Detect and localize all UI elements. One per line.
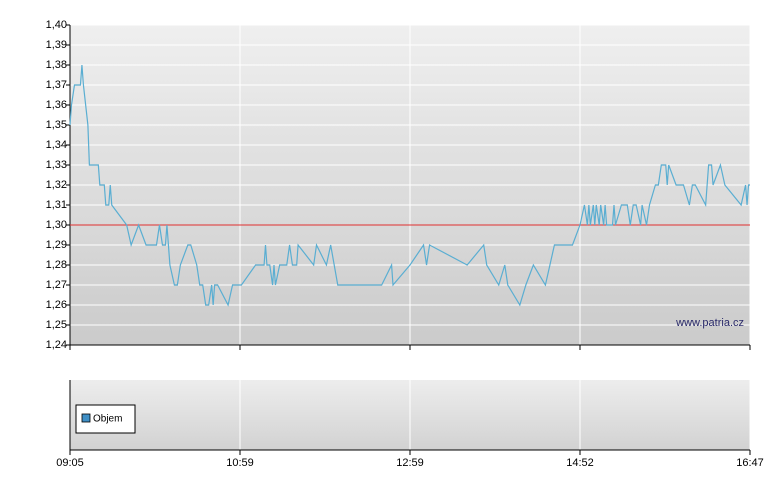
y-tick-label: 1,30 bbox=[46, 219, 67, 231]
x-tick-label: 12:59 bbox=[396, 457, 424, 469]
y-tick-label: 1,32 bbox=[46, 179, 67, 191]
y-tick-label: 1,38 bbox=[46, 59, 67, 71]
y-tick-label: 1,25 bbox=[46, 319, 67, 331]
y-tick-label: 1,35 bbox=[46, 119, 67, 131]
y-tick-label: 1,40 bbox=[46, 19, 67, 31]
y-tick-label: 1,24 bbox=[46, 339, 67, 351]
y-tick-label: 1,28 bbox=[46, 259, 67, 271]
y-tick-label: 1,26 bbox=[46, 299, 67, 311]
x-tick-label: 09:05 bbox=[56, 457, 84, 469]
y-tick-label: 1,27 bbox=[46, 279, 67, 291]
y-tick-label: 1,34 bbox=[46, 139, 67, 151]
legend-swatch bbox=[81, 413, 91, 423]
y-tick-label: 1,37 bbox=[46, 79, 67, 91]
y-tick-label: 1,29 bbox=[46, 239, 67, 251]
y-tick-label: 1,39 bbox=[46, 39, 67, 51]
y-tick-label: 1,31 bbox=[46, 199, 67, 211]
y-tick-label: 1,36 bbox=[46, 99, 67, 111]
x-tick-label: 14:52 bbox=[566, 457, 594, 469]
price-line bbox=[69, 64, 750, 307]
legend-label: Objem bbox=[93, 414, 122, 425]
watermark: www.patria.cz bbox=[675, 317, 744, 329]
x-tick-label: 16:47 bbox=[736, 457, 764, 469]
x-tick-label: 10:59 bbox=[226, 457, 254, 469]
y-tick-label: 1,33 bbox=[46, 159, 67, 171]
